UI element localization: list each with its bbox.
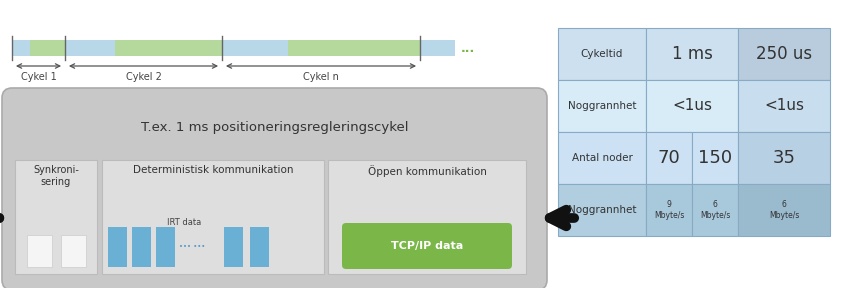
Bar — [132, 227, 151, 267]
Text: Cykel n: Cykel n — [303, 72, 339, 82]
Text: TCP/IP data: TCP/IP data — [391, 241, 463, 251]
Bar — [15, 160, 97, 274]
Bar — [250, 227, 269, 267]
Bar — [558, 132, 646, 184]
Bar — [692, 132, 738, 184]
Text: 150: 150 — [698, 149, 732, 167]
Bar — [692, 184, 738, 236]
Bar — [646, 28, 738, 80]
Text: Noggrannhet: Noggrannhet — [568, 205, 637, 215]
Text: ...: ... — [461, 41, 475, 54]
Text: 35: 35 — [772, 149, 795, 167]
Bar — [61, 235, 86, 267]
FancyBboxPatch shape — [342, 223, 512, 269]
Bar — [12, 40, 455, 56]
Bar — [288, 40, 420, 56]
Bar — [224, 227, 243, 267]
Bar — [102, 160, 324, 274]
Text: 70: 70 — [657, 149, 680, 167]
Text: <1us: <1us — [672, 98, 712, 113]
Bar — [108, 227, 127, 267]
Text: IRT data: IRT data — [166, 218, 201, 227]
Bar — [646, 80, 738, 132]
Bar — [558, 28, 646, 80]
Text: 6
Mbyte/s: 6 Mbyte/s — [700, 200, 730, 220]
Bar — [738, 28, 830, 80]
FancyBboxPatch shape — [2, 88, 547, 288]
Bar — [328, 160, 526, 274]
Bar — [738, 132, 830, 184]
Bar — [558, 80, 646, 132]
Bar — [27, 235, 52, 267]
Bar — [115, 40, 222, 56]
Text: <1us: <1us — [764, 98, 804, 113]
Text: Öppen kommunikation: Öppen kommunikation — [367, 165, 486, 177]
Text: Cykel 1: Cykel 1 — [21, 72, 57, 82]
Bar — [30, 40, 65, 56]
Bar — [646, 132, 692, 184]
Bar — [738, 184, 830, 236]
Text: Antal noder: Antal noder — [571, 153, 632, 163]
Text: Synkroni-
sering: Synkroni- sering — [33, 165, 79, 187]
Text: Deterministisk kommunikation: Deterministisk kommunikation — [133, 165, 293, 175]
Text: Cykel 2: Cykel 2 — [125, 72, 161, 82]
Text: 250 us: 250 us — [756, 45, 812, 63]
Text: 9
Mbyte/s: 9 Mbyte/s — [654, 200, 684, 220]
Bar — [646, 184, 692, 236]
Bar — [558, 184, 646, 236]
Text: Cykeltid: Cykeltid — [581, 49, 623, 59]
Text: T.ex. 1 ms positioneringsregleringscykel: T.ex. 1 ms positioneringsregleringscykel — [141, 122, 408, 134]
Bar — [156, 227, 175, 267]
Text: ••• •••: ••• ••• — [178, 244, 205, 250]
Bar — [738, 80, 830, 132]
Text: 6
Mbyte/s: 6 Mbyte/s — [769, 200, 799, 220]
Text: Noggrannhet: Noggrannhet — [568, 101, 637, 111]
Text: 1 ms: 1 ms — [672, 45, 712, 63]
